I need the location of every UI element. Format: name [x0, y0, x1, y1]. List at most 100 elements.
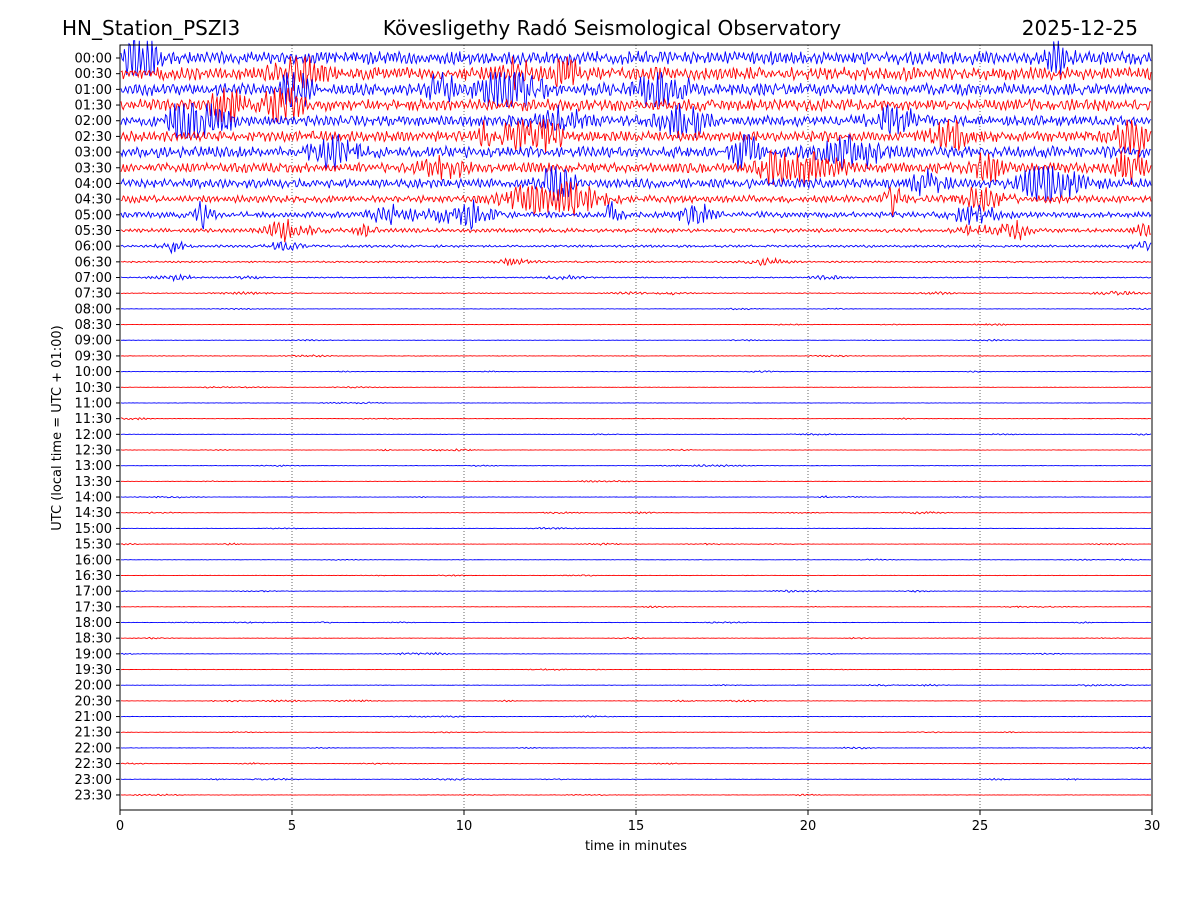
- y-tick-label: 09:00: [75, 334, 112, 349]
- trace-0230: [120, 119, 1152, 154]
- y-tick-label: 21:00: [75, 710, 112, 725]
- y-tick-label: 10:00: [75, 365, 112, 380]
- y-tick-label: 06:30: [75, 255, 112, 270]
- trace-2030: [120, 699, 1152, 703]
- y-tick-label: 23:00: [75, 773, 112, 788]
- trace-1830: [120, 636, 1151, 640]
- x-tick-label: 0: [116, 819, 124, 834]
- trace-2100: [121, 715, 1152, 718]
- trace-0700: [120, 273, 1152, 283]
- trace-0100: [120, 71, 1152, 108]
- y-tick-label: 02:30: [75, 130, 112, 145]
- trace-2200: [120, 746, 1152, 750]
- y-tick-label: 19:30: [75, 663, 112, 678]
- y-tick-label: 18:30: [75, 632, 112, 647]
- y-tick-label: 00:30: [75, 67, 112, 82]
- y-tick-label: 02:00: [75, 114, 112, 129]
- y-tick-label: 06:00: [75, 240, 112, 255]
- y-tick-label: 13:00: [75, 459, 112, 474]
- y-tick-label: 23:30: [75, 788, 112, 803]
- trace-2000: [120, 683, 1151, 687]
- y-tick-label: 08:00: [75, 302, 112, 317]
- x-tick-labels: 0 5 10 15 20 25 30: [116, 810, 1160, 834]
- y-tick-label: 22:00: [75, 741, 112, 756]
- y-tick-label: 16:30: [75, 569, 112, 584]
- y-tick-label: 16:00: [75, 553, 112, 568]
- y-tick-labels: 00:0000:3001:0001:3002:0002:3003:0003:30…: [75, 52, 120, 803]
- trace-0600: [120, 240, 1152, 255]
- observatory-title: Kövesligethy Radó Seismological Observat…: [382, 16, 842, 40]
- y-tick-label: 17:00: [75, 585, 112, 600]
- y-tick-label: 12:30: [75, 444, 112, 459]
- trace-1230: [120, 448, 1152, 452]
- x-axis-label: time in minutes: [585, 839, 687, 854]
- x-tick-label: 25: [972, 819, 989, 834]
- trace-0930: [120, 354, 1152, 358]
- trace-0330: [120, 148, 1152, 186]
- y-tick-label: 14:00: [75, 491, 112, 506]
- trace-2300: [120, 777, 1152, 781]
- trace-1000: [120, 370, 1152, 373]
- y-tick-label: 21:30: [75, 726, 112, 741]
- trace-0500: [120, 199, 1152, 231]
- y-tick-label: 20:00: [75, 679, 112, 694]
- y-tick-label: 10:30: [75, 381, 112, 396]
- trace-0000: [120, 40, 1152, 77]
- y-tick-label: 20:30: [75, 694, 112, 709]
- trace-1630: [120, 574, 1152, 577]
- trace-1530: [120, 542, 1152, 546]
- y-axis-label: UTC (local time = UTC + 01:00): [50, 325, 65, 530]
- x-tick-label: 15: [628, 819, 645, 834]
- trace-0200: [120, 103, 1152, 139]
- y-tick-label: 19:00: [75, 647, 112, 662]
- station-name: HN_Station_PSZI3: [62, 16, 241, 40]
- y-tick-label: 03:30: [75, 161, 112, 176]
- chart-date: 2025-12-25: [1021, 16, 1138, 40]
- y-tick-label: 09:30: [75, 349, 112, 364]
- y-tick-label: 11:30: [75, 412, 112, 427]
- y-tick-label: 05:30: [75, 224, 112, 239]
- y-tick-label: 03:00: [75, 146, 112, 161]
- trace-1730: [120, 605, 1152, 609]
- y-tick-label: 01:30: [75, 99, 112, 114]
- trace-1100: [120, 401, 1152, 405]
- y-tick-label: 18:00: [75, 616, 112, 631]
- y-tick-label: 12:00: [75, 428, 112, 443]
- y-tick-label: 07:30: [75, 287, 112, 302]
- y-tick-label: 14:30: [75, 506, 112, 521]
- trace-0430: [120, 180, 1152, 217]
- trace-0800: [120, 307, 1152, 311]
- trace-0630: [120, 256, 1152, 267]
- trace-2130: [120, 731, 1152, 734]
- trace-0730: [120, 290, 1152, 296]
- trace-1900: [120, 651, 1152, 656]
- y-tick-label: 04:00: [75, 177, 112, 192]
- trace-1500: [120, 526, 1152, 530]
- trace-2330: [120, 793, 1152, 797]
- trace-1700: [120, 589, 1152, 593]
- trace-1330: [120, 479, 1152, 483]
- trace-1930: [120, 668, 1152, 671]
- y-tick-label: 01:00: [75, 83, 112, 98]
- y-tick-label: 04:30: [75, 193, 112, 208]
- x-tick-label: 20: [800, 819, 817, 834]
- y-tick-label: 22:30: [75, 757, 112, 772]
- y-tick-label: 17:30: [75, 600, 112, 615]
- x-tick-label: 30: [1144, 819, 1161, 834]
- trace-1130: [120, 417, 1152, 421]
- trace-0030: [120, 56, 1152, 91]
- y-tick-label: 13:30: [75, 475, 112, 490]
- x-tick-label: 5: [288, 819, 296, 834]
- y-tick-label: 07:00: [75, 271, 112, 286]
- trace-2230: [120, 761, 1152, 765]
- trace-layer: [120, 40, 1152, 797]
- trace-0300: [120, 133, 1152, 170]
- trace-0530: [120, 218, 1152, 243]
- y-tick-label: 00:00: [75, 52, 112, 67]
- trace-1200: [120, 433, 1152, 436]
- y-tick-label: 11:00: [75, 396, 112, 411]
- trace-0830: [120, 323, 1152, 326]
- y-tick-label: 15:00: [75, 522, 112, 537]
- trace-1300: [120, 464, 1152, 468]
